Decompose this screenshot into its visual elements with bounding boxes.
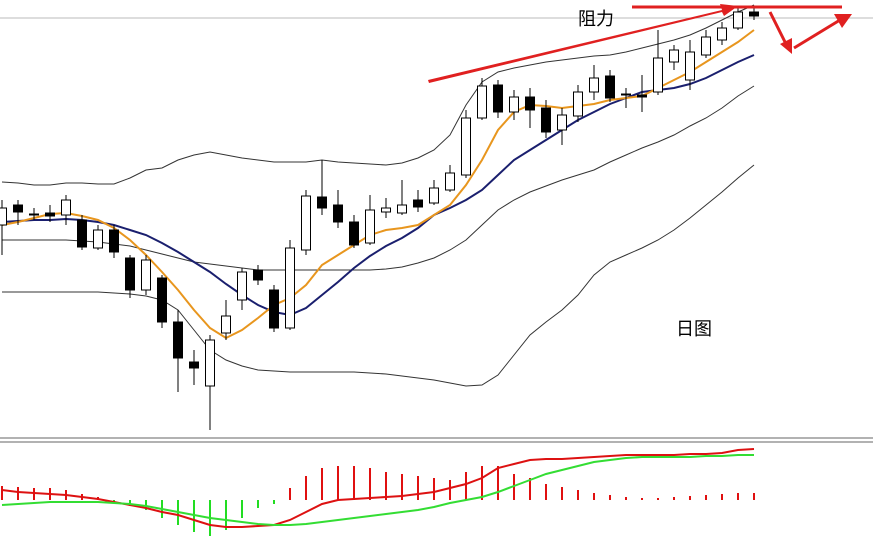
- price-panel: [0, 4, 759, 430]
- line: [2, 85, 755, 271]
- candle-body: [189, 361, 199, 369]
- arrowhead: [780, 38, 792, 54]
- candle-body: [605, 75, 615, 99]
- candle-body: [541, 107, 551, 133]
- candle-body: [237, 271, 247, 301]
- drawing-tools: [428, 4, 852, 83]
- line: [2, 164, 755, 387]
- annotation: 阻力: [578, 9, 614, 30]
- candle-body: [45, 212, 55, 217]
- candle-body: [13, 204, 23, 213]
- candle-body: [205, 339, 215, 387]
- candle-body: [173, 321, 183, 359]
- candle-body: [621, 93, 631, 96]
- candle-body: [301, 195, 311, 251]
- candle-body: [365, 209, 375, 244]
- candle-body: [573, 91, 583, 117]
- arrowhead: [834, 14, 852, 28]
- candle-body: [445, 172, 455, 191]
- candle-body: [269, 289, 279, 329]
- candle-body: [589, 77, 599, 93]
- candle-body: [493, 84, 503, 113]
- candle-body: [317, 196, 327, 209]
- candle-body: [285, 247, 295, 329]
- candle-body: [141, 259, 151, 291]
- candle-body: [0, 207, 7, 226]
- candle-body: [637, 94, 647, 98]
- candle-body: [61, 199, 71, 216]
- candle-body: [717, 27, 727, 41]
- candle-body: [477, 85, 487, 119]
- candle-body: [221, 315, 231, 334]
- candle-body: [333, 204, 343, 223]
- candle-body: [397, 204, 407, 214]
- candle-body: [525, 96, 535, 111]
- annotation: 日图: [676, 319, 712, 340]
- arrow: [793, 18, 841, 50]
- candle-body: [253, 269, 263, 281]
- line: [1, 454, 754, 526]
- candle-body: [125, 257, 135, 291]
- candle-body: [77, 219, 87, 248]
- candle-body: [109, 229, 119, 253]
- macd-panel: [1, 448, 755, 536]
- line: [1, 29, 755, 340]
- candle-body: [701, 36, 711, 56]
- candle-body: [669, 49, 679, 63]
- candle-body: [461, 117, 471, 176]
- candle-body: [509, 96, 519, 113]
- candle-body: [557, 114, 567, 131]
- arrow: [428, 4, 738, 83]
- candle-body: [413, 199, 423, 208]
- candle-body: [349, 221, 359, 246]
- arrow: [768, 11, 788, 45]
- candle-body: [157, 277, 167, 323]
- line: [1, 4, 755, 186]
- candle-body: [93, 229, 103, 249]
- candle-body: [685, 51, 695, 81]
- candle-body: [29, 213, 39, 216]
- candle-body: [733, 11, 743, 29]
- candle-body: [429, 187, 439, 204]
- candle-body: [381, 207, 391, 213]
- candle-body: [653, 57, 663, 93]
- candle-body: [749, 11, 759, 17]
